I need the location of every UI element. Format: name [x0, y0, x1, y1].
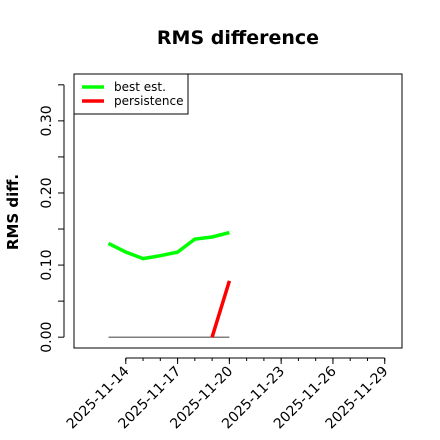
plot-area	[107, 230, 232, 338]
series-line-persistence	[210, 280, 232, 338]
legend-label: persistence	[114, 94, 183, 108]
axes: 0.000.100.200.302025-11-142025-11-172025…	[39, 84, 392, 432]
series-line-best-est-	[107, 230, 230, 261]
chart-title: RMS difference	[157, 27, 319, 49]
y-tick-label: 0.30	[39, 105, 55, 136]
y-tick-label: 0.10	[39, 250, 55, 281]
y-tick-label: 0.20	[39, 177, 55, 208]
legend-box	[73, 73, 189, 115]
y-tick-label: 0.00	[39, 322, 55, 353]
plot-frame	[73, 73, 403, 349]
y-axis-label: RMS diff.	[4, 174, 22, 250]
legend: best est.persistence	[73, 73, 189, 115]
legend-label: best est.	[114, 80, 166, 94]
